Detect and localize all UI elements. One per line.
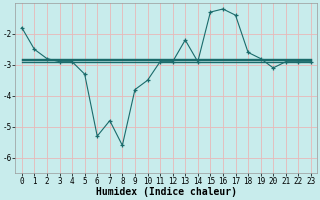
X-axis label: Humidex (Indice chaleur): Humidex (Indice chaleur) [96, 187, 237, 197]
